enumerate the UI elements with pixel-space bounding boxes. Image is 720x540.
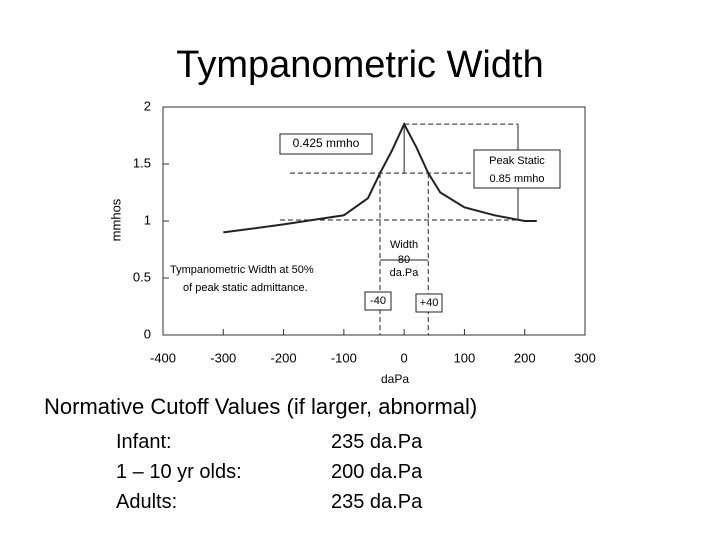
- cell: 200 da.Pa: [331, 461, 423, 483]
- annotation-box: [364, 291, 392, 311]
- annotation: Peak Static: [489, 155, 545, 167]
- cell: 1 – 10 yr olds:: [116, 461, 242, 483]
- annotation: 0.85 mmho: [489, 173, 544, 185]
- cell: 235 da.Pa: [331, 491, 423, 513]
- cell: 235 da.Pa: [331, 431, 423, 453]
- x-tick-label: 200: [514, 350, 536, 365]
- annotation: Tympanometric Width at 50%: [170, 264, 314, 276]
- chart: 0 0.5 1 1.5 2 -400 -300 -200 -100 0 100 200 300 daPa m…: [108, 98, 596, 386]
- section-heading: Normative Cutoff Values (if larger, abno…: [44, 394, 478, 419]
- cell: Adults:: [116, 491, 178, 513]
- y-axis-label: mmhos: [108, 198, 123, 241]
- annotation: -40: [370, 295, 386, 307]
- y-tick-label: 2: [144, 98, 151, 113]
- x-tick-label: 0: [401, 350, 408, 365]
- annotation: da.Pa: [390, 267, 420, 279]
- y-tick-label: 0: [144, 326, 151, 341]
- annotation-box: [415, 293, 443, 313]
- cell: Infant:: [116, 431, 172, 453]
- annotation-box: [279, 133, 373, 155]
- annotation-box: [473, 149, 561, 189]
- y-tick-label: 0.5: [133, 269, 151, 284]
- y-tick-label: 1: [144, 212, 151, 227]
- y-tick-label: 1.5: [133, 155, 151, 170]
- x-tick-label: -300: [210, 350, 236, 365]
- curve: [223, 121, 537, 234]
- slide-title: Tympanometric Width: [176, 44, 544, 86]
- annotation: Width: [390, 239, 418, 251]
- annotation: of peak static admittance.: [183, 282, 308, 294]
- x-tick-label: -400: [150, 350, 176, 365]
- x-tick-label: 100: [454, 350, 476, 365]
- x-tick-label: 300: [574, 350, 596, 365]
- x-axis-label: daPa: [381, 372, 409, 386]
- annotation: 0.425 mmho: [293, 136, 360, 150]
- x-tick-label: -200: [271, 350, 297, 365]
- x-tick-label: -100: [331, 350, 357, 365]
- annotation: +40: [420, 297, 439, 309]
- annotation: 80: [398, 254, 410, 266]
